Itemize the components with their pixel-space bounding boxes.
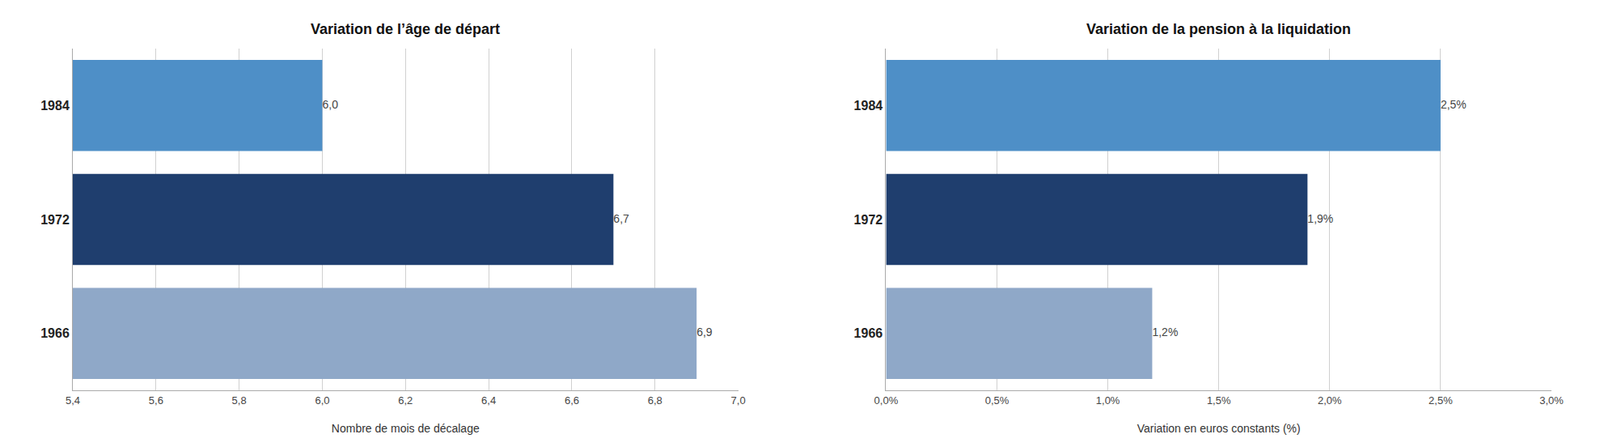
svg-text:0,5%: 0,5% (985, 393, 1010, 407)
svg-text:7,0: 7,0 (731, 393, 746, 407)
svg-text:6,8: 6,8 (647, 393, 663, 407)
svg-text:1,9%: 1,9% (1307, 211, 1334, 225)
svg-text:1966: 1966 (854, 325, 884, 340)
svg-text:1,2%: 1,2% (1151, 325, 1178, 339)
svg-text:6,6: 6,6 (564, 393, 580, 407)
svg-text:5,4: 5,4 (65, 393, 81, 407)
svg-text:6,7: 6,7 (613, 211, 630, 225)
svg-text:6,4: 6,4 (481, 393, 496, 407)
svg-text:2,5%: 2,5% (1440, 97, 1467, 111)
svg-text:1984: 1984 (854, 98, 884, 113)
svg-text:Variation de l’âge de départ: Variation de l’âge de départ (310, 21, 500, 38)
svg-text:3,0%: 3,0% (1539, 393, 1564, 407)
svg-text:2,5%: 2,5% (1428, 393, 1453, 407)
svg-text:5,6: 5,6 (148, 393, 164, 407)
svg-text:2,0%: 2,0% (1317, 393, 1342, 407)
svg-text:1,0%: 1,0% (1096, 393, 1121, 407)
svg-text:1,5%: 1,5% (1206, 393, 1232, 407)
svg-text:1984: 1984 (40, 98, 70, 113)
svg-text:Variation en euros constants (: Variation en euros constants (%) (1137, 421, 1301, 435)
svg-text:5,8: 5,8 (232, 393, 247, 407)
svg-text:6,9: 6,9 (696, 325, 713, 339)
svg-text:Variation de la pension à la l: Variation de la pension à la liquidation (1086, 21, 1351, 38)
svg-text:6,2: 6,2 (397, 393, 413, 407)
svg-text:1966: 1966 (40, 325, 70, 340)
svg-text:6,0: 6,0 (321, 97, 339, 111)
svg-text:0,0%: 0,0% (874, 393, 899, 407)
svg-text:1972: 1972 (854, 212, 884, 227)
svg-text:Nombre de mois de décalage: Nombre de mois de décalage (331, 421, 480, 435)
svg-text:1972: 1972 (40, 212, 70, 227)
svg-text:6,0: 6,0 (314, 393, 330, 407)
